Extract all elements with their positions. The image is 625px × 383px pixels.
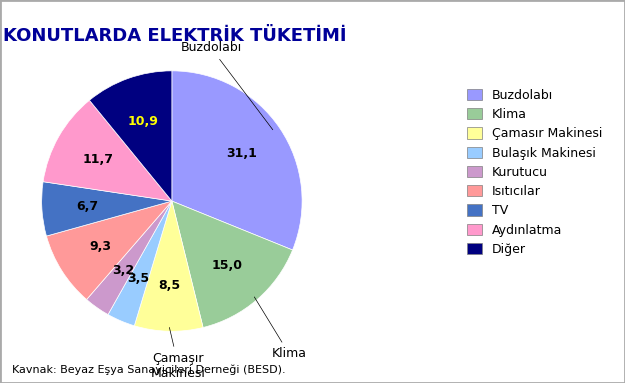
Wedge shape [172, 201, 292, 327]
Text: Kavnak: Beyaz Eşya Sanayicileri Derneği (BESD).: Kavnak: Beyaz Eşya Sanayicileri Derneği … [12, 365, 286, 375]
Text: KONUTLARDA ELEKTRİK TÜKETİMİ: KONUTLARDA ELEKTRİK TÜKETİMİ [3, 27, 347, 45]
Text: 15,0: 15,0 [212, 259, 243, 272]
Wedge shape [87, 201, 172, 314]
Wedge shape [172, 71, 302, 250]
Text: 3,5: 3,5 [127, 272, 150, 285]
Text: 3,2: 3,2 [112, 264, 134, 277]
Wedge shape [42, 182, 172, 236]
Text: 31,1: 31,1 [227, 147, 258, 160]
Text: 11,7: 11,7 [82, 153, 114, 166]
Text: 10,9: 10,9 [128, 115, 159, 128]
Legend: Buzdolabı, Klima, Çamasır Makinesi, Bulaşık Makinesi, Kurutucu, Isıtıcılar, TV, : Buzdolabı, Klima, Çamasır Makinesi, Bula… [463, 85, 606, 260]
Wedge shape [108, 201, 172, 326]
Text: 6,7: 6,7 [76, 200, 99, 213]
Wedge shape [46, 201, 172, 300]
Wedge shape [43, 100, 172, 201]
Text: 8,5: 8,5 [159, 279, 181, 292]
Text: Buzdolabı: Buzdolabı [181, 41, 272, 130]
Text: Klima: Klima [254, 297, 307, 360]
Text: Çamaşır
Makinesi: Çamaşır Makinesi [151, 327, 206, 380]
Wedge shape [89, 71, 172, 201]
Wedge shape [134, 201, 203, 331]
Text: 9,3: 9,3 [89, 240, 111, 253]
